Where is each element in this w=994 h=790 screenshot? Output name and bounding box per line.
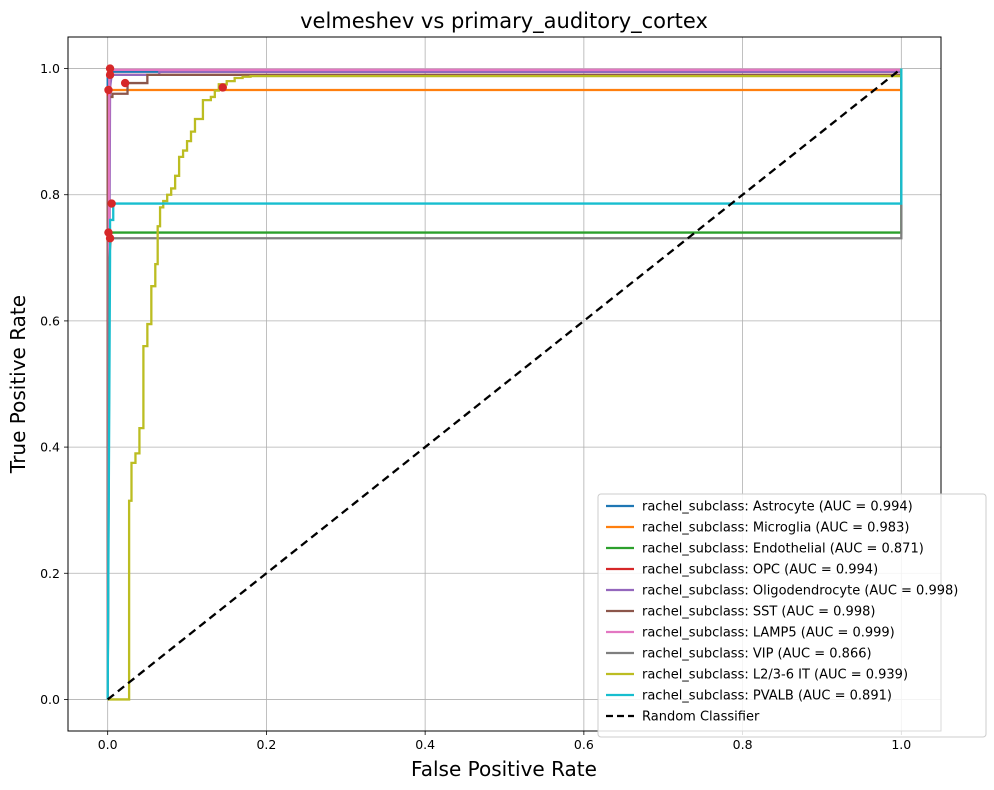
threshold-marker (105, 64, 115, 73)
series-line-9 (106, 68, 903, 700)
threshold-marker (105, 70, 115, 80)
threshold-marker (120, 78, 130, 88)
legend-label: rachel_subclass: SST (AUC = 0.998) (642, 605, 875, 620)
legend-label: rachel_subclass: PVALB (AUC = 0.891) (642, 689, 892, 704)
chart-title: velmeshev vs primary_auditory_cortex (300, 9, 708, 34)
threshold-marker (107, 199, 116, 208)
threshold-marker (105, 234, 115, 243)
x-tick-label: 0.6 (574, 737, 594, 752)
x-tick-label: 1.0 (891, 737, 911, 752)
legend-label: rachel_subclass: Microglia (AUC = 0.983) (642, 521, 909, 536)
x-tick-label: 0.4 (415, 737, 435, 752)
legend-label: rachel_subclass: LAMP5 (AUC = 0.999) (642, 626, 895, 641)
y-axis-label: True Positive Rate (6, 295, 30, 474)
x-tick-label: 0.2 (256, 737, 276, 752)
y-tick-label: 0.4 (40, 440, 60, 455)
y-tick-label: 0.8 (40, 187, 60, 202)
threshold-marker (104, 85, 113, 95)
x-tick-label: 0.0 (98, 737, 118, 752)
legend-label: rachel_subclass: L2/3-6 IT (AUC = 0.939) (642, 668, 908, 683)
x-axis-label: False Positive Rate (411, 757, 597, 781)
threshold-markers (104, 64, 227, 243)
legend-box (597, 493, 987, 738)
y-tick-label: 1.0 (40, 61, 60, 76)
legend-label: Random Classifier (642, 710, 760, 725)
legend-label: rachel_subclass: OPC (AUC = 0.994) (642, 563, 878, 578)
legend-label: rachel_subclass: Oligodendrocyte (AUC = … (642, 584, 958, 599)
axis-ticks: 0.0 0.2 0.4 0.6 0.8 1.0 0.0 0.2 0.4 0.6 0.8 1.0 (40, 61, 911, 752)
legend-label: rachel_subclass: Endothelial (AUC = 0.87… (642, 542, 924, 557)
legend-label: rachel_subclass: VIP (AUC = 0.866) (642, 647, 872, 662)
x-tick-label: 0.8 (733, 737, 753, 752)
threshold-marker (218, 83, 227, 92)
plot-frame (67, 36, 942, 732)
legend-label: rachel_subclass: Astrocyte (AUC = 0.994) (642, 500, 913, 515)
y-tick-label: 0.0 (40, 692, 60, 707)
y-tick-label: 0.6 (40, 313, 60, 328)
y-tick-label: 0.2 (40, 566, 60, 581)
legend: rachel_subclass: Astrocyte (AUC = 0.994)… (597, 493, 987, 738)
